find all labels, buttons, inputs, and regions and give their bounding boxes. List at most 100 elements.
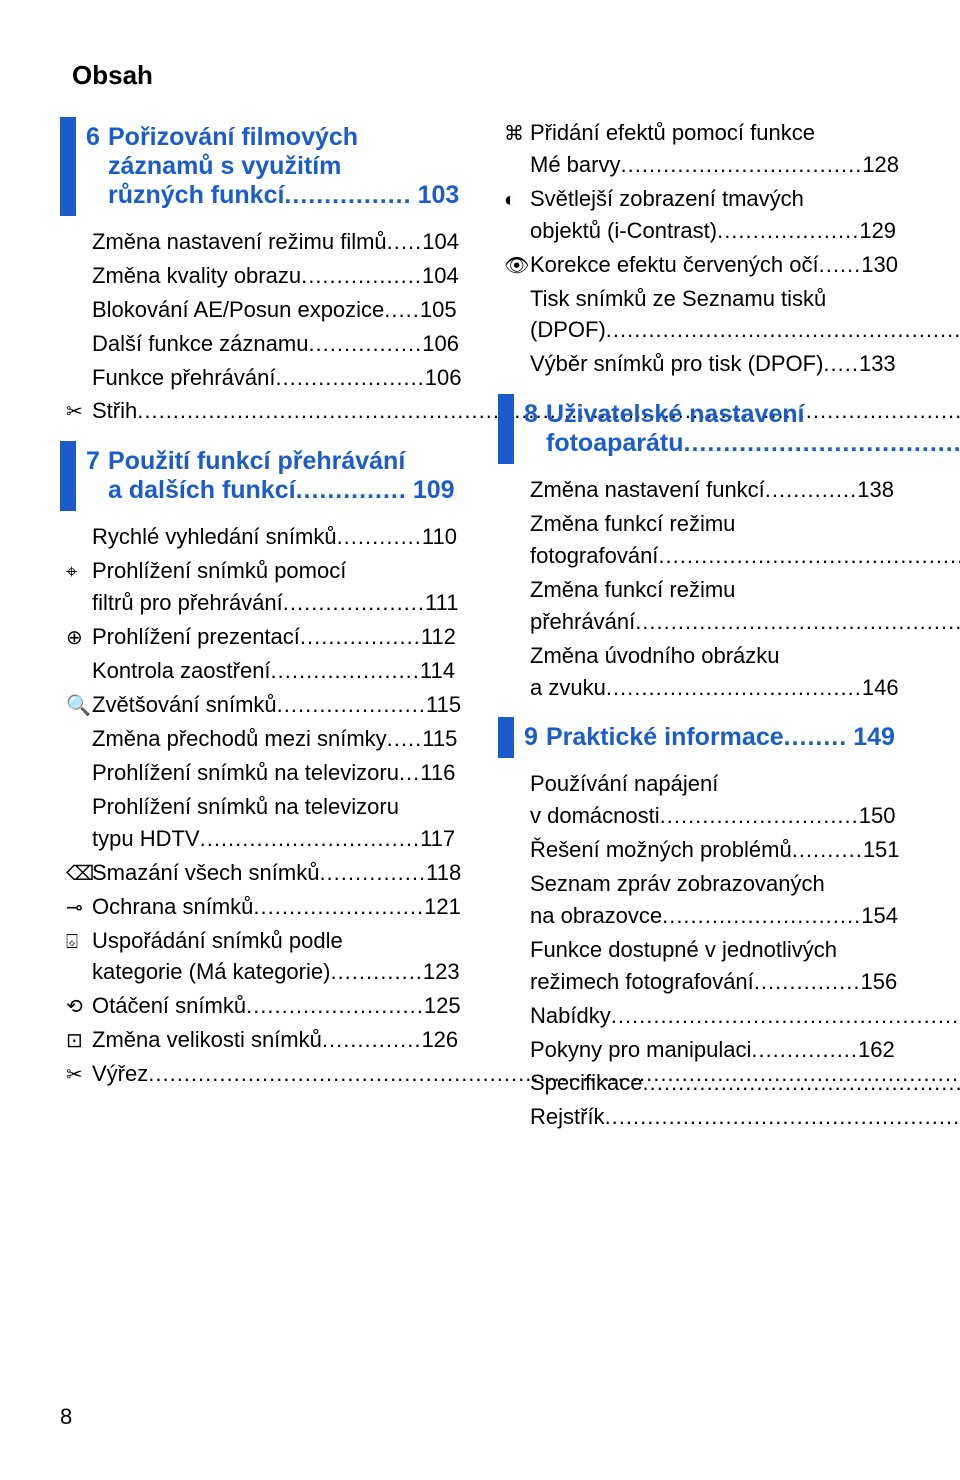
entry-text: Blokování AE/Posun expozice bbox=[92, 297, 384, 322]
page-title: Obsah bbox=[72, 60, 900, 91]
entry-page: 105 bbox=[420, 297, 457, 322]
section-title: Pořizování filmových bbox=[108, 123, 358, 151]
entry-icon: ⊕ bbox=[66, 624, 92, 653]
entry-text: Rychlé vyhledání snímků bbox=[92, 524, 337, 549]
toc-entry[interactable]: ✂Výřez..................................… bbox=[66, 1058, 462, 1090]
toc-entry[interactable]: ⟲Otáčení snímků.........................… bbox=[66, 990, 462, 1022]
entry-text: Změna kvality obrazu bbox=[92, 263, 301, 288]
entry-page: 111 bbox=[425, 590, 458, 615]
entry-page: 146 bbox=[862, 675, 899, 700]
toc-entry[interactable]: Další funkce záznamu................106 bbox=[66, 328, 462, 360]
entry-icon: 👁 bbox=[504, 252, 530, 281]
entry-text: Seznam zpráv zobrazovaných bbox=[530, 871, 825, 896]
toc-entry[interactable]: Funkce přehrávání.....................10… bbox=[66, 362, 462, 394]
toc-entry[interactable]: ⌫Smazání všech snímků...............118 bbox=[66, 857, 462, 889]
entry-page: 133 bbox=[859, 351, 896, 376]
entry-page: 110 bbox=[422, 524, 457, 549]
toc-entry[interactable]: Tisk snímků ze Seznamu tisků(DPOF)......… bbox=[504, 283, 900, 347]
toc-entry[interactable]: 👁Korekce efektu červených očí......130 bbox=[504, 249, 900, 281]
toc-entry[interactable]: Změna nastavení funkcí.............138 bbox=[504, 474, 900, 506]
toc-entry[interactable]: Změna nastavení režimu filmů.....104 bbox=[66, 226, 462, 258]
entry-icon: ⊸ bbox=[66, 894, 92, 923]
dot-leader: ........................................… bbox=[635, 609, 960, 634]
dot-leader: ............... bbox=[319, 860, 426, 885]
section-page: 109 bbox=[413, 476, 455, 504]
toc-entry[interactable]: Specifikace.............................… bbox=[504, 1067, 900, 1099]
toc-entry[interactable]: Změna přechodů mezi snímky.....115 bbox=[66, 723, 462, 755]
section-title: různých funkcí bbox=[108, 181, 284, 209]
dot-leader: ........................ bbox=[253, 894, 424, 919]
dot-leader: ..................... bbox=[277, 692, 426, 717]
toc-entry[interactable]: ⌘Přidání efektů pomocí funkceMé barvy...… bbox=[504, 117, 900, 181]
toc-entry[interactable]: 🔍Zvětšování snímků.....................1… bbox=[66, 689, 462, 721]
entries-section-7: Rychlé vyhledání snímků............110⌖P… bbox=[60, 521, 462, 1090]
toc-entry[interactable]: ⌺Uspořádání snímků podlekategorie (Má ka… bbox=[66, 925, 462, 989]
toc-entry[interactable]: Změna kvality obrazu.................104 bbox=[66, 260, 462, 292]
entry-page: 138 bbox=[857, 477, 894, 502]
section-number: 7 bbox=[86, 447, 108, 476]
toc-entry[interactable]: ◐Světlejší zobrazení tmavýchobjektů (i-C… bbox=[504, 183, 900, 247]
dot-leader: ............................ bbox=[662, 903, 861, 928]
entry-text: v domácnosti bbox=[530, 803, 660, 828]
toc-entry[interactable]: ✂Střih..................................… bbox=[66, 395, 462, 427]
entry-page: 150 bbox=[859, 803, 896, 828]
toc-entry[interactable]: Výběr snímků pro tisk (DPOF).....133 bbox=[504, 348, 900, 380]
dot-leader: .................................. bbox=[620, 152, 862, 177]
toc-entry[interactable]: Změna funkcí režimupřehrávání...........… bbox=[504, 574, 900, 638]
toc-entry[interactable]: Nabídky.................................… bbox=[504, 1000, 900, 1032]
entry-text: filtrů pro přehrávání bbox=[92, 590, 283, 615]
entry-icon: ⌘ bbox=[504, 120, 530, 149]
toc-entry[interactable]: Používání napájenív domácnosti..........… bbox=[504, 768, 900, 832]
toc-entry[interactable]: Rychlé vyhledání snímků............110 bbox=[66, 521, 462, 553]
toc-entry[interactable]: Prohlížení snímků na televizoru...116 bbox=[66, 757, 462, 789]
toc-entry[interactable]: ⌖Prohlížení snímků pomocífiltrů pro přeh… bbox=[66, 555, 462, 619]
toc-entry[interactable]: Pokyny pro manipulaci...............162 bbox=[504, 1034, 900, 1066]
entry-text: Střih bbox=[92, 398, 137, 423]
section-6-header: 6 Pořizování filmových záznamů s využití… bbox=[60, 117, 462, 216]
entry-text: na obrazovce bbox=[530, 903, 662, 928]
entry-text: (DPOF) bbox=[530, 317, 606, 342]
entries-section-8: Změna nastavení funkcí.............138Zm… bbox=[498, 474, 900, 703]
entry-text: Změna velikosti snímků bbox=[92, 1027, 322, 1052]
entry-text: Změna funkcí režimu bbox=[530, 577, 735, 602]
toc-entry[interactable]: Změna úvodního obrázkua zvuku...........… bbox=[504, 640, 900, 704]
toc-entry[interactable]: Prohlížení snímků na televizorutypu HDTV… bbox=[66, 791, 462, 855]
entry-page: 114 bbox=[420, 658, 455, 683]
toc-entry[interactable]: ⊕Prohlížení prezentací.................1… bbox=[66, 621, 462, 653]
dot-leader: ...... bbox=[819, 252, 862, 277]
entry-text: přehrávání bbox=[530, 609, 635, 634]
dot-leader: ............ bbox=[337, 524, 422, 549]
toc-entry[interactable]: Funkce dostupné v jednotlivýchrežimech f… bbox=[504, 934, 900, 998]
section-page: 149 bbox=[853, 723, 895, 751]
dot-leader: ..................... bbox=[271, 658, 420, 683]
dot-leader: ............... bbox=[751, 1037, 858, 1062]
entry-text: Smazání všech snímků bbox=[92, 860, 319, 885]
toc-entry[interactable]: Blokování AE/Posun expozice.....105 bbox=[66, 294, 462, 326]
toc-entry[interactable]: ⊡Změna velikosti snímků..............126 bbox=[66, 1024, 462, 1056]
entry-text: fotografování bbox=[530, 543, 658, 568]
entry-text: Zvětšování snímků bbox=[92, 692, 277, 717]
toc-entry[interactable]: Rejstřík................................… bbox=[504, 1101, 900, 1133]
dot-leader: ..... bbox=[387, 229, 423, 254]
dot-leader: ............................... bbox=[200, 826, 420, 851]
entry-text: Prohlížení snímků na televizoru bbox=[92, 760, 399, 785]
dot-leader: .............. bbox=[322, 1027, 422, 1052]
toc-entry[interactable]: ⊸Ochrana snímků........................1… bbox=[66, 891, 462, 923]
dot-leader: ................. bbox=[300, 624, 421, 649]
toc-entry[interactable]: Kontrola zaostření.....................1… bbox=[66, 655, 462, 687]
toc-entry[interactable]: Změna funkcí režimufotografování........… bbox=[504, 508, 900, 572]
section-title: záznamů s využitím bbox=[108, 152, 341, 180]
entry-icon: ✂ bbox=[66, 1061, 92, 1090]
entry-icon: ◐ bbox=[504, 186, 530, 215]
section-page: 103 bbox=[418, 181, 460, 209]
entry-text: Kontrola zaostření bbox=[92, 658, 271, 683]
entry-page: 112 bbox=[421, 624, 456, 649]
section-number: 8 bbox=[524, 400, 546, 429]
toc-entry[interactable]: Seznam zpráv zobrazovaných na obrazovce..… bbox=[504, 868, 900, 932]
entry-text: Tisk snímků ze Seznamu tisků bbox=[530, 286, 826, 311]
toc-entry[interactable]: Řešení možných problémů..........151 bbox=[504, 834, 900, 866]
dot-leader: ... bbox=[399, 760, 420, 785]
dot-leader: ........................................… bbox=[643, 1070, 960, 1095]
entry-page: 123 bbox=[423, 959, 460, 984]
entry-page: 116 bbox=[420, 760, 455, 785]
